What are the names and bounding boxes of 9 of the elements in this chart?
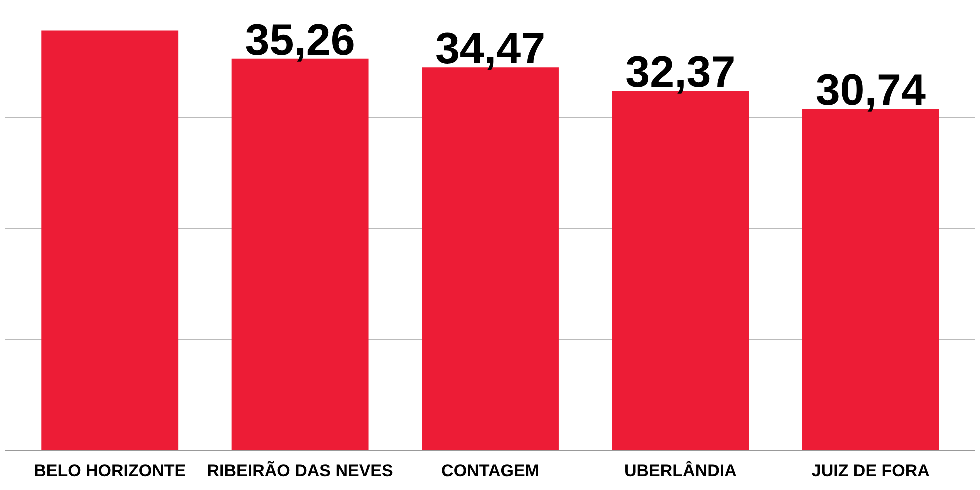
data-label: 34,47 bbox=[435, 24, 546, 74]
x-tick-label: JUIZ DE FORA bbox=[812, 462, 930, 480]
x-tick-label: RIBEIRÃO DAS NEVES bbox=[207, 460, 394, 480]
data-label: 35,26 bbox=[245, 16, 356, 65]
data-label: 32,37 bbox=[626, 48, 736, 97]
data-label: 30,74 bbox=[816, 66, 926, 116]
x-tick-label: BELO HORIZONTE bbox=[34, 462, 186, 480]
x-tick-label: UBERLÂNDIA bbox=[624, 460, 737, 480]
x-tick-label: CONTAGEM bbox=[442, 462, 540, 480]
